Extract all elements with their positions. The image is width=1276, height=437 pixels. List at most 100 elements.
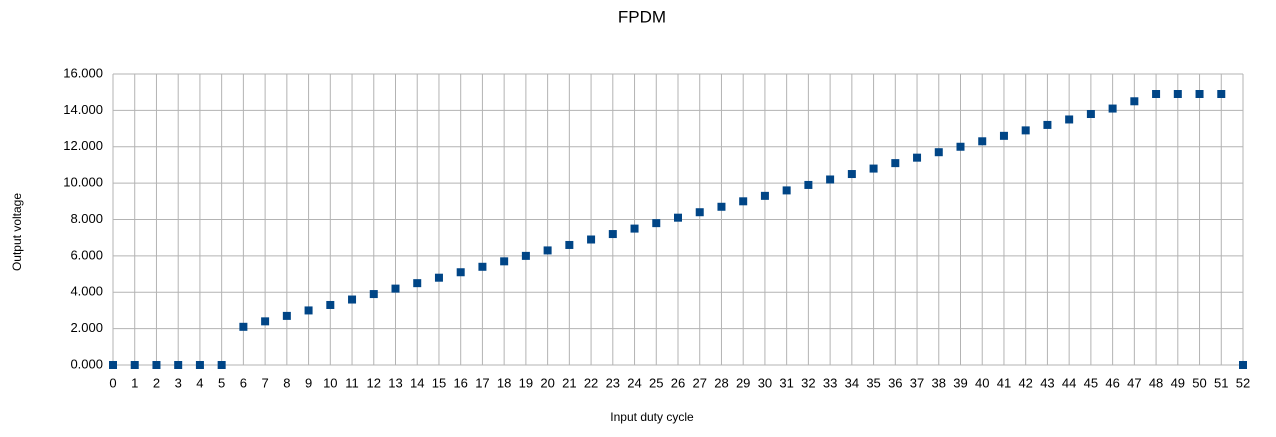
- x-tick-label: 18: [497, 375, 511, 390]
- marker: [934, 148, 943, 157]
- marker: [847, 170, 856, 179]
- marker: [1065, 115, 1074, 124]
- x-tick-label: 2: [153, 375, 160, 390]
- x-tick-label: 39: [953, 375, 967, 390]
- x-tick-label: 7: [261, 375, 268, 390]
- marker: [869, 164, 878, 173]
- marker: [652, 219, 661, 228]
- marker: [1021, 126, 1030, 135]
- marker: [717, 202, 726, 211]
- marker: [565, 240, 574, 249]
- x-tick-label: 38: [932, 375, 946, 390]
- marker: [348, 295, 357, 304]
- x-tick-label: 27: [692, 375, 706, 390]
- marker: [478, 262, 487, 271]
- x-tick-label: 22: [584, 375, 598, 390]
- x-tick-label: 42: [1018, 375, 1032, 390]
- x-tick-label: 52: [1236, 375, 1250, 390]
- marker: [826, 175, 835, 184]
- marker: [1152, 90, 1161, 99]
- x-tick-label: 6: [240, 375, 247, 390]
- x-tick-label: 43: [1040, 375, 1054, 390]
- x-tick-label: 20: [540, 375, 554, 390]
- x-tick-label: 44: [1062, 375, 1076, 390]
- marker: [391, 284, 400, 293]
- x-tick-label: 32: [801, 375, 815, 390]
- marker: [1043, 120, 1052, 129]
- marker: [543, 246, 552, 255]
- marker: [174, 361, 183, 369]
- x-tick-label: 10: [323, 375, 337, 390]
- marker: [326, 300, 335, 309]
- marker: [130, 361, 139, 369]
- marker: [434, 273, 443, 282]
- x-tick-label: 8: [283, 375, 290, 390]
- marker: [500, 257, 509, 266]
- x-tick-label: 50: [1192, 375, 1206, 390]
- y-tick-label: 16.000: [63, 65, 103, 80]
- x-tick-label: 24: [627, 375, 641, 390]
- x-tick-label: 5: [218, 375, 225, 390]
- x-tick-label: 14: [410, 375, 424, 390]
- y-axis-label: Output voltage: [10, 193, 24, 271]
- x-tick-label: 35: [866, 375, 880, 390]
- y-tick-label: 4.000: [70, 284, 103, 299]
- x-tick-label: 15: [432, 375, 446, 390]
- x-tick-label: 33: [823, 375, 837, 390]
- x-tick-label: 30: [758, 375, 772, 390]
- x-axis-label: Input duty cycle: [610, 410, 694, 424]
- y-tick-label: 14.000: [63, 102, 103, 117]
- marker: [521, 251, 530, 260]
- x-tick-label: 11: [345, 375, 359, 390]
- x-tick-label: 46: [1105, 375, 1119, 390]
- marker: [760, 191, 769, 200]
- x-tick-label: 45: [1084, 375, 1098, 390]
- x-tick-label: 31: [779, 375, 793, 390]
- x-tick-label: 34: [845, 375, 859, 390]
- x-tick-label: 25: [649, 375, 663, 390]
- marker: [152, 361, 161, 369]
- y-tick-label: 10.000: [63, 175, 103, 190]
- x-tick-label: 41: [997, 375, 1011, 390]
- x-tick-label: 19: [519, 375, 533, 390]
- x-tick-label: 3: [175, 375, 182, 390]
- chart-title: FPDM: [618, 7, 666, 26]
- marker: [782, 186, 791, 195]
- x-tick-label: 48: [1149, 375, 1163, 390]
- x-tick-label: 47: [1127, 375, 1141, 390]
- x-tick-label: 29: [736, 375, 750, 390]
- x-tick-label: 12: [367, 375, 381, 390]
- marker: [891, 159, 900, 168]
- marker: [239, 322, 248, 331]
- marker: [261, 317, 270, 326]
- marker: [674, 213, 682, 222]
- x-tick-label: 0: [109, 375, 116, 390]
- y-tick-label: 12.000: [63, 138, 103, 153]
- marker: [1108, 104, 1117, 113]
- y-tick-label: 2.000: [70, 320, 103, 335]
- x-tick-label: 40: [975, 375, 989, 390]
- marker: [1173, 90, 1182, 99]
- x-tick-label: 17: [475, 375, 489, 390]
- marker: [195, 361, 204, 369]
- marker: [956, 142, 965, 151]
- y-tick-label: 6.000: [70, 247, 103, 262]
- marker: [1239, 361, 1247, 369]
- marker: [695, 208, 704, 217]
- marker: [109, 361, 117, 369]
- marker: [913, 153, 922, 162]
- x-tick-label: 26: [671, 375, 685, 390]
- y-tick-label: 0.000: [70, 356, 103, 371]
- x-tick-label: 13: [388, 375, 402, 390]
- marker: [630, 224, 639, 233]
- x-tick-label: 49: [1171, 375, 1185, 390]
- marker: [1217, 90, 1226, 99]
- marker: [304, 306, 313, 315]
- marker: [587, 235, 596, 244]
- x-tick-label: 9: [305, 375, 312, 390]
- marker: [456, 268, 465, 277]
- y-tick-label: 8.000: [70, 211, 103, 226]
- marker: [978, 137, 987, 146]
- x-tick-label: 4: [196, 375, 203, 390]
